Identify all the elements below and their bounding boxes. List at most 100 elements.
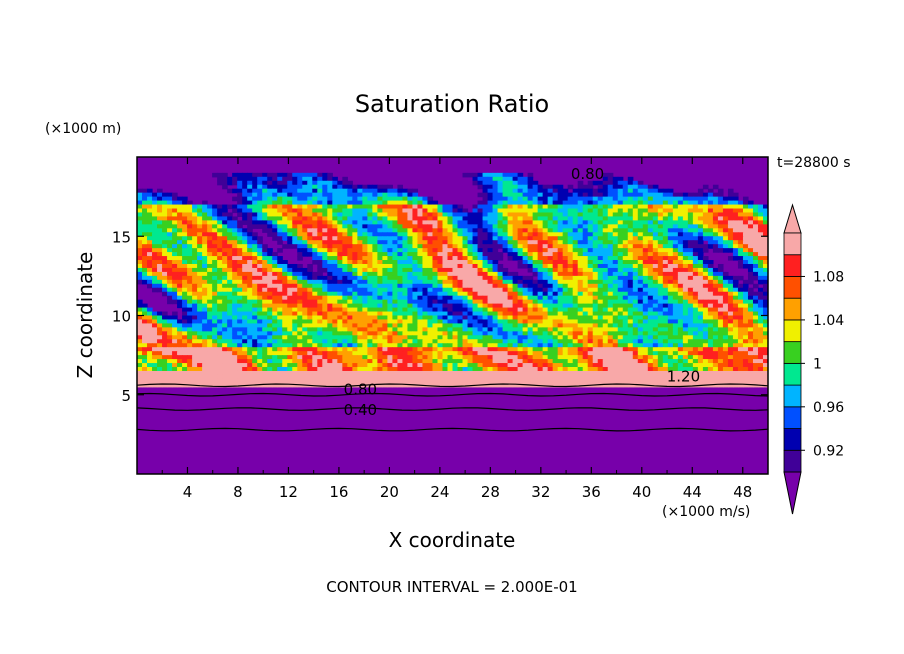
- field-cell: [257, 220, 263, 225]
- field-cell: [387, 252, 394, 257]
- field-cell: [532, 331, 539, 336]
- field-cell: [247, 212, 253, 218]
- field-cell: [572, 263, 579, 269]
- field-cell: [537, 208, 544, 214]
- field-cell: [702, 279, 709, 285]
- field-cell: [447, 216, 454, 221]
- field-cell: [412, 279, 419, 285]
- field-cell: [437, 343, 444, 348]
- field-cell: [207, 283, 213, 289]
- field-cell: [507, 327, 514, 332]
- field-cell: [342, 331, 348, 336]
- field-cell: [562, 287, 569, 293]
- field-cell: [652, 208, 659, 214]
- field-cell: [757, 204, 764, 210]
- field-cell: [592, 323, 599, 328]
- field-cell: [492, 212, 499, 218]
- field-cell: [602, 236, 609, 241]
- field-cell: [612, 291, 619, 297]
- field-cell: [302, 232, 308, 237]
- field-cell: [737, 327, 744, 332]
- field-cell: [617, 180, 624, 186]
- field-cell: [607, 180, 614, 186]
- field-cell: [357, 248, 363, 253]
- field-cell: [597, 283, 604, 289]
- field-cell: [327, 252, 333, 257]
- field-cell: [282, 275, 288, 281]
- field-cell: [387, 256, 394, 261]
- field-cell: [452, 260, 459, 265]
- field-cell: [652, 248, 659, 253]
- field-cell: [542, 311, 549, 317]
- field-cell: [367, 212, 373, 218]
- field-cell: [167, 232, 173, 237]
- field-cell: [682, 303, 689, 309]
- field-cell: [622, 192, 629, 198]
- field-cell: [547, 188, 554, 194]
- field-cell: [627, 299, 634, 305]
- field-cell: [322, 172, 328, 178]
- field-cell: [402, 192, 409, 198]
- field-cell: [322, 315, 328, 321]
- field-cell: [367, 200, 373, 206]
- field-cell: [412, 287, 419, 293]
- field-cell: [682, 323, 689, 328]
- field-cell: [232, 236, 238, 241]
- field-cell: [722, 240, 729, 245]
- field-cell: [552, 311, 559, 317]
- field-cell: [427, 299, 434, 305]
- field-cell: [737, 283, 744, 289]
- field-cell: [342, 176, 348, 182]
- field-cell: [497, 244, 504, 249]
- field-cell: [677, 315, 684, 321]
- field-cell: [697, 267, 704, 273]
- field-cell: [712, 275, 719, 281]
- field-cell: [312, 275, 318, 281]
- field-cell: [492, 176, 499, 182]
- field-cell: [732, 315, 739, 321]
- field-cell: [407, 283, 414, 289]
- field-cell: [632, 319, 639, 325]
- field-cell: [442, 208, 449, 214]
- field-cell: [582, 323, 589, 328]
- field-cell: [437, 303, 444, 309]
- field-cell: [482, 196, 489, 202]
- field-cell: [312, 260, 318, 265]
- field-cell: [517, 263, 524, 269]
- field-cell: [457, 228, 464, 233]
- field-cell: [367, 224, 373, 229]
- field-cell: [317, 232, 323, 237]
- field-cell: [762, 232, 768, 237]
- field-cell: [597, 196, 604, 202]
- field-cell: [277, 180, 283, 186]
- field-cell: [597, 271, 604, 277]
- field-cell: [167, 200, 173, 206]
- field-cell: [617, 244, 624, 249]
- field-cell: [167, 275, 173, 281]
- field-cell: [672, 244, 679, 249]
- field-cell: [377, 236, 383, 241]
- field-cell: [247, 307, 253, 313]
- field-cell: [347, 216, 353, 221]
- field-cell: [717, 283, 724, 289]
- field-cell: [487, 323, 494, 328]
- field-cell: [157, 267, 163, 273]
- field-cell: [432, 303, 439, 309]
- field-cell: [572, 260, 579, 265]
- field-cell: [592, 248, 599, 253]
- field-cell: [622, 244, 629, 249]
- field-cell: [447, 248, 454, 253]
- field-cell: [702, 339, 709, 344]
- field-cell: [652, 283, 659, 289]
- field-cell: [507, 220, 514, 225]
- field-cell: [742, 335, 749, 340]
- field-cell: [192, 252, 198, 257]
- field-cell: [322, 232, 328, 237]
- field-cell: [507, 323, 514, 328]
- field-cell: [382, 279, 388, 285]
- field-cell: [267, 299, 273, 305]
- field-cell: [612, 192, 619, 198]
- field-cell: [292, 343, 298, 348]
- field-cell: [752, 236, 759, 241]
- field-cell: [732, 216, 739, 221]
